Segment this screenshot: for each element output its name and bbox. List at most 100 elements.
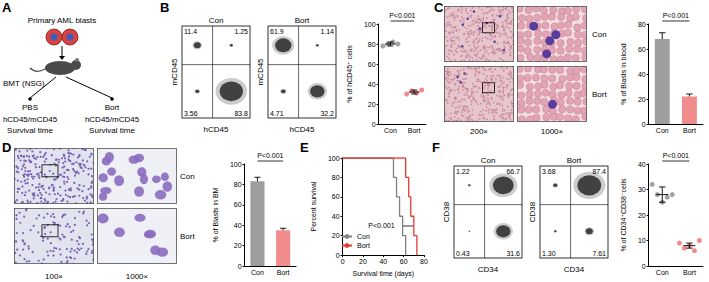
svg-text:80: 80 <box>368 41 376 48</box>
svg-text:Con: Con <box>656 269 669 276</box>
svg-text:200×: 200× <box>470 127 488 136</box>
svg-text:60: 60 <box>332 193 340 200</box>
svg-text:1000×: 1000× <box>126 272 149 281</box>
svg-text:P<0.001: P<0.001 <box>663 152 689 159</box>
svg-text:40: 40 <box>234 222 242 229</box>
svg-text:1.30: 1.30 <box>542 250 556 257</box>
svg-text:20: 20 <box>638 96 646 103</box>
svg-text:hCD45: hCD45 <box>204 125 229 134</box>
svg-text:CD38: CD38 <box>442 201 451 222</box>
svg-text:20: 20 <box>368 101 376 108</box>
svg-text:80: 80 <box>234 181 242 188</box>
svg-text:7.61: 7.61 <box>592 250 606 257</box>
svg-text:20: 20 <box>234 242 242 249</box>
svg-text:BMT (NSG): BMT (NSG) <box>3 79 45 88</box>
svg-text:10: 10 <box>638 237 646 244</box>
svg-text:Bort: Bort <box>683 269 696 276</box>
svg-text:40: 40 <box>368 81 376 88</box>
svg-text:0: 0 <box>238 263 242 270</box>
html-text:A: A <box>2 0 12 15</box>
svg-text:Bort: Bort <box>683 127 696 134</box>
svg-text:100: 100 <box>328 155 340 162</box>
svg-text:0: 0 <box>336 252 340 259</box>
svg-text:PBS: PBS <box>22 103 38 112</box>
svg-text:40: 40 <box>638 71 646 78</box>
svg-text:hCD45/mCD45: hCD45/mCD45 <box>85 115 140 124</box>
svg-text:Bort: Bort <box>592 90 607 99</box>
svg-text:1000×: 1000× <box>541 127 564 136</box>
svg-text:4.71: 4.71 <box>270 110 284 117</box>
svg-text:20: 20 <box>638 212 646 219</box>
svg-text:Percent survival: Percent survival <box>310 181 317 231</box>
svg-text:Con: Con <box>357 233 370 240</box>
svg-text:P<0.001: P<0.001 <box>368 222 394 229</box>
svg-text:Bort: Bort <box>105 103 120 112</box>
svg-text:% of hCD45⁺ cells: % of hCD45⁺ cells <box>346 45 353 103</box>
svg-text:1.25: 1.25 <box>234 28 248 35</box>
svg-text:Con: Con <box>209 16 224 25</box>
svg-text:30: 30 <box>638 186 646 193</box>
svg-text:Bort: Bort <box>357 242 370 249</box>
svg-text:60: 60 <box>638 46 646 53</box>
svg-text:0: 0 <box>642 263 646 270</box>
svg-text:31.6: 31.6 <box>506 250 520 257</box>
svg-text:80: 80 <box>638 21 646 28</box>
svg-text:CD34: CD34 <box>478 265 499 274</box>
svg-text:mCD45: mCD45 <box>256 58 265 86</box>
svg-text:Con: Con <box>592 30 607 39</box>
svg-text:Con: Con <box>180 172 195 181</box>
svg-text:11.4: 11.4 <box>184 28 197 35</box>
svg-text:80: 80 <box>420 258 428 265</box>
svg-text:40: 40 <box>638 161 646 168</box>
svg-text:83.8: 83.8 <box>234 110 248 117</box>
svg-text:60: 60 <box>368 61 376 68</box>
svg-text:1.14: 1.14 <box>320 28 334 35</box>
svg-text:Bort: Bort <box>567 156 582 165</box>
svg-text:0.43: 0.43 <box>456 250 470 257</box>
svg-text:Survival time: Survival time <box>7 126 53 135</box>
svg-text:% of CD34⁺CD38⁻cells: % of CD34⁺CD38⁻cells <box>620 178 627 252</box>
svg-text:80: 80 <box>332 174 340 181</box>
svg-text:0: 0 <box>341 258 345 265</box>
svg-text:Bort: Bort <box>277 269 290 276</box>
svg-text:Bort: Bort <box>295 16 310 25</box>
svg-text:32.2: 32.2 <box>320 110 334 117</box>
svg-text:100: 100 <box>364 21 376 28</box>
svg-text:Con: Con <box>384 127 397 134</box>
svg-text:P<0.001: P<0.001 <box>389 12 415 19</box>
svg-text:3.56: 3.56 <box>184 110 198 117</box>
svg-text:CD38: CD38 <box>528 201 537 222</box>
svg-text:hCD45/mCD45: hCD45/mCD45 <box>3 115 58 124</box>
svg-text:% of Blasts in BM: % of Blasts in BM <box>212 187 219 242</box>
svg-text:66.7: 66.7 <box>506 168 520 175</box>
svg-text:P<0.001: P<0.001 <box>257 152 283 159</box>
svg-text:40: 40 <box>379 258 387 265</box>
svg-text:Primary AML blasts: Primary AML blasts <box>28 16 97 25</box>
svg-text:60: 60 <box>234 201 242 208</box>
svg-text:Survival time (days): Survival time (days) <box>353 270 414 278</box>
svg-text:Bort: Bort <box>408 127 421 134</box>
svg-text:40: 40 <box>332 213 340 220</box>
svg-text:61.9: 61.9 <box>270 28 284 35</box>
svg-text:0: 0 <box>642 121 646 128</box>
svg-text:1.22: 1.22 <box>456 168 470 175</box>
svg-text:20: 20 <box>359 258 367 265</box>
svg-text:Con: Con <box>656 127 669 134</box>
svg-text:Con: Con <box>481 156 496 165</box>
svg-text:P<0.001: P<0.001 <box>663 12 689 19</box>
svg-text:Bort: Bort <box>180 232 195 241</box>
svg-text:% of Blasts in blood: % of Blasts in blood <box>620 43 627 105</box>
svg-text:0: 0 <box>372 121 376 128</box>
svg-text:Con: Con <box>251 269 264 276</box>
svg-text:87.4: 87.4 <box>592 168 606 175</box>
html-text:B: B <box>160 0 170 15</box>
svg-text:60: 60 <box>400 258 408 265</box>
svg-text:CD34: CD34 <box>564 265 585 274</box>
svg-text:hCD45: hCD45 <box>290 125 315 134</box>
svg-text:Survival time: Survival time <box>89 126 135 135</box>
svg-text:100: 100 <box>230 161 242 168</box>
svg-text:3.68: 3.68 <box>542 168 556 175</box>
svg-text:20: 20 <box>332 232 340 239</box>
svg-text:100×: 100× <box>45 272 63 281</box>
svg-text:mCD45: mCD45 <box>170 58 179 86</box>
